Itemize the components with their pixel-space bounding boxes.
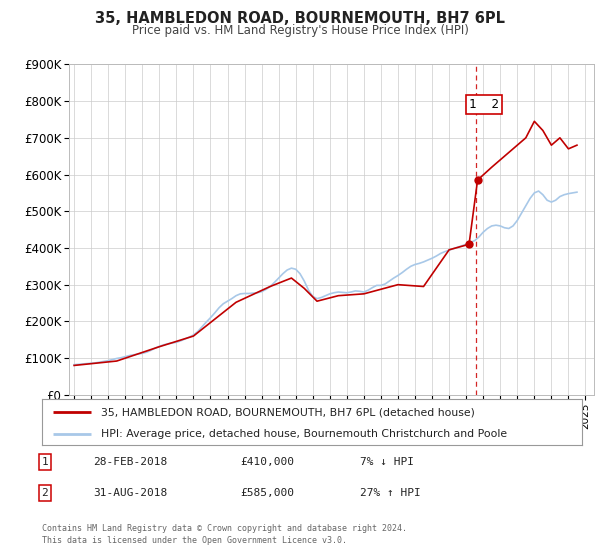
Text: This data is licensed under the Open Government Licence v3.0.: This data is licensed under the Open Gov… <box>42 536 347 545</box>
Text: 28-FEB-2018: 28-FEB-2018 <box>93 457 167 467</box>
Text: £585,000: £585,000 <box>240 488 294 498</box>
Text: 35, HAMBLEDON ROAD, BOURNEMOUTH, BH7 6PL: 35, HAMBLEDON ROAD, BOURNEMOUTH, BH7 6PL <box>95 11 505 26</box>
Text: 7% ↓ HPI: 7% ↓ HPI <box>360 457 414 467</box>
Text: Price paid vs. HM Land Registry's House Price Index (HPI): Price paid vs. HM Land Registry's House … <box>131 24 469 36</box>
Text: 35, HAMBLEDON ROAD, BOURNEMOUTH, BH7 6PL (detached house): 35, HAMBLEDON ROAD, BOURNEMOUTH, BH7 6PL… <box>101 407 475 417</box>
Text: 1: 1 <box>41 457 49 467</box>
Text: 27% ↑ HPI: 27% ↑ HPI <box>360 488 421 498</box>
Text: £410,000: £410,000 <box>240 457 294 467</box>
Text: 1  2: 1 2 <box>469 99 499 111</box>
Text: Contains HM Land Registry data © Crown copyright and database right 2024.: Contains HM Land Registry data © Crown c… <box>42 524 407 533</box>
Text: 2: 2 <box>41 488 49 498</box>
Text: HPI: Average price, detached house, Bournemouth Christchurch and Poole: HPI: Average price, detached house, Bour… <box>101 429 508 438</box>
Text: 31-AUG-2018: 31-AUG-2018 <box>93 488 167 498</box>
